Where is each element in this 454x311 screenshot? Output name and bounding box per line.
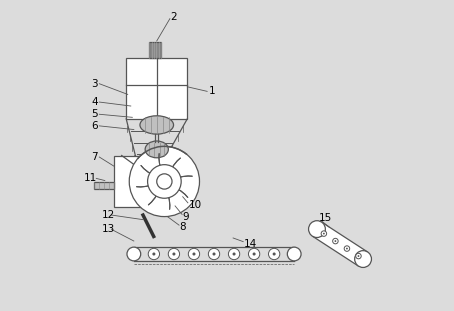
- Text: 1: 1: [209, 86, 215, 96]
- Text: 8: 8: [180, 222, 186, 232]
- FancyArrowPatch shape: [159, 154, 171, 180]
- Circle shape: [153, 253, 155, 256]
- Circle shape: [192, 253, 196, 256]
- Circle shape: [129, 146, 199, 216]
- Circle shape: [333, 238, 338, 244]
- Text: 2: 2: [171, 12, 177, 21]
- Bar: [94, 182, 114, 189]
- Circle shape: [287, 247, 301, 261]
- Circle shape: [355, 251, 371, 267]
- Ellipse shape: [140, 116, 173, 134]
- FancyArrowPatch shape: [148, 178, 159, 205]
- Circle shape: [127, 247, 141, 261]
- FancyArrowPatch shape: [158, 183, 170, 209]
- Circle shape: [188, 248, 200, 260]
- Text: 6: 6: [91, 122, 98, 132]
- Circle shape: [232, 253, 236, 256]
- Text: 11: 11: [84, 174, 97, 183]
- Circle shape: [168, 248, 180, 260]
- Ellipse shape: [145, 141, 168, 158]
- Text: 13: 13: [102, 224, 115, 234]
- FancyArrowPatch shape: [170, 158, 180, 185]
- Text: 4: 4: [91, 97, 98, 107]
- Text: 15: 15: [319, 213, 332, 223]
- Text: 14: 14: [244, 239, 257, 249]
- Text: 7: 7: [91, 152, 98, 162]
- Bar: [126, 58, 188, 119]
- Bar: [114, 156, 178, 207]
- FancyArrowPatch shape: [166, 176, 192, 188]
- Text: 3: 3: [91, 79, 98, 89]
- FancyArrowPatch shape: [141, 165, 168, 176]
- Text: 12: 12: [102, 210, 115, 220]
- FancyArrowPatch shape: [137, 175, 163, 187]
- Circle shape: [228, 248, 240, 260]
- Circle shape: [272, 253, 276, 256]
- FancyArrowPatch shape: [161, 187, 188, 197]
- Circle shape: [268, 248, 280, 260]
- Circle shape: [148, 248, 159, 260]
- Text: 5: 5: [91, 109, 98, 119]
- Circle shape: [358, 255, 360, 257]
- Bar: [149, 43, 161, 58]
- FancyArrowPatch shape: [166, 176, 192, 188]
- Circle shape: [321, 231, 326, 236]
- Circle shape: [157, 174, 172, 189]
- Polygon shape: [312, 222, 368, 266]
- Circle shape: [323, 233, 325, 234]
- Circle shape: [346, 248, 348, 249]
- Circle shape: [173, 253, 175, 256]
- FancyArrowPatch shape: [170, 158, 180, 185]
- Text: 9: 9: [183, 211, 189, 222]
- Circle shape: [309, 221, 326, 238]
- Circle shape: [148, 165, 181, 198]
- Circle shape: [208, 248, 220, 260]
- Circle shape: [252, 253, 256, 256]
- FancyArrowPatch shape: [159, 154, 171, 180]
- Circle shape: [212, 253, 216, 256]
- FancyArrowPatch shape: [137, 175, 163, 187]
- Circle shape: [356, 253, 361, 259]
- Circle shape: [248, 248, 260, 260]
- Circle shape: [335, 240, 336, 242]
- FancyArrowPatch shape: [158, 183, 170, 209]
- FancyArrowPatch shape: [148, 178, 159, 205]
- Circle shape: [344, 246, 350, 251]
- FancyArrowPatch shape: [141, 165, 168, 176]
- FancyArrowPatch shape: [161, 187, 188, 197]
- Text: 10: 10: [189, 200, 202, 210]
